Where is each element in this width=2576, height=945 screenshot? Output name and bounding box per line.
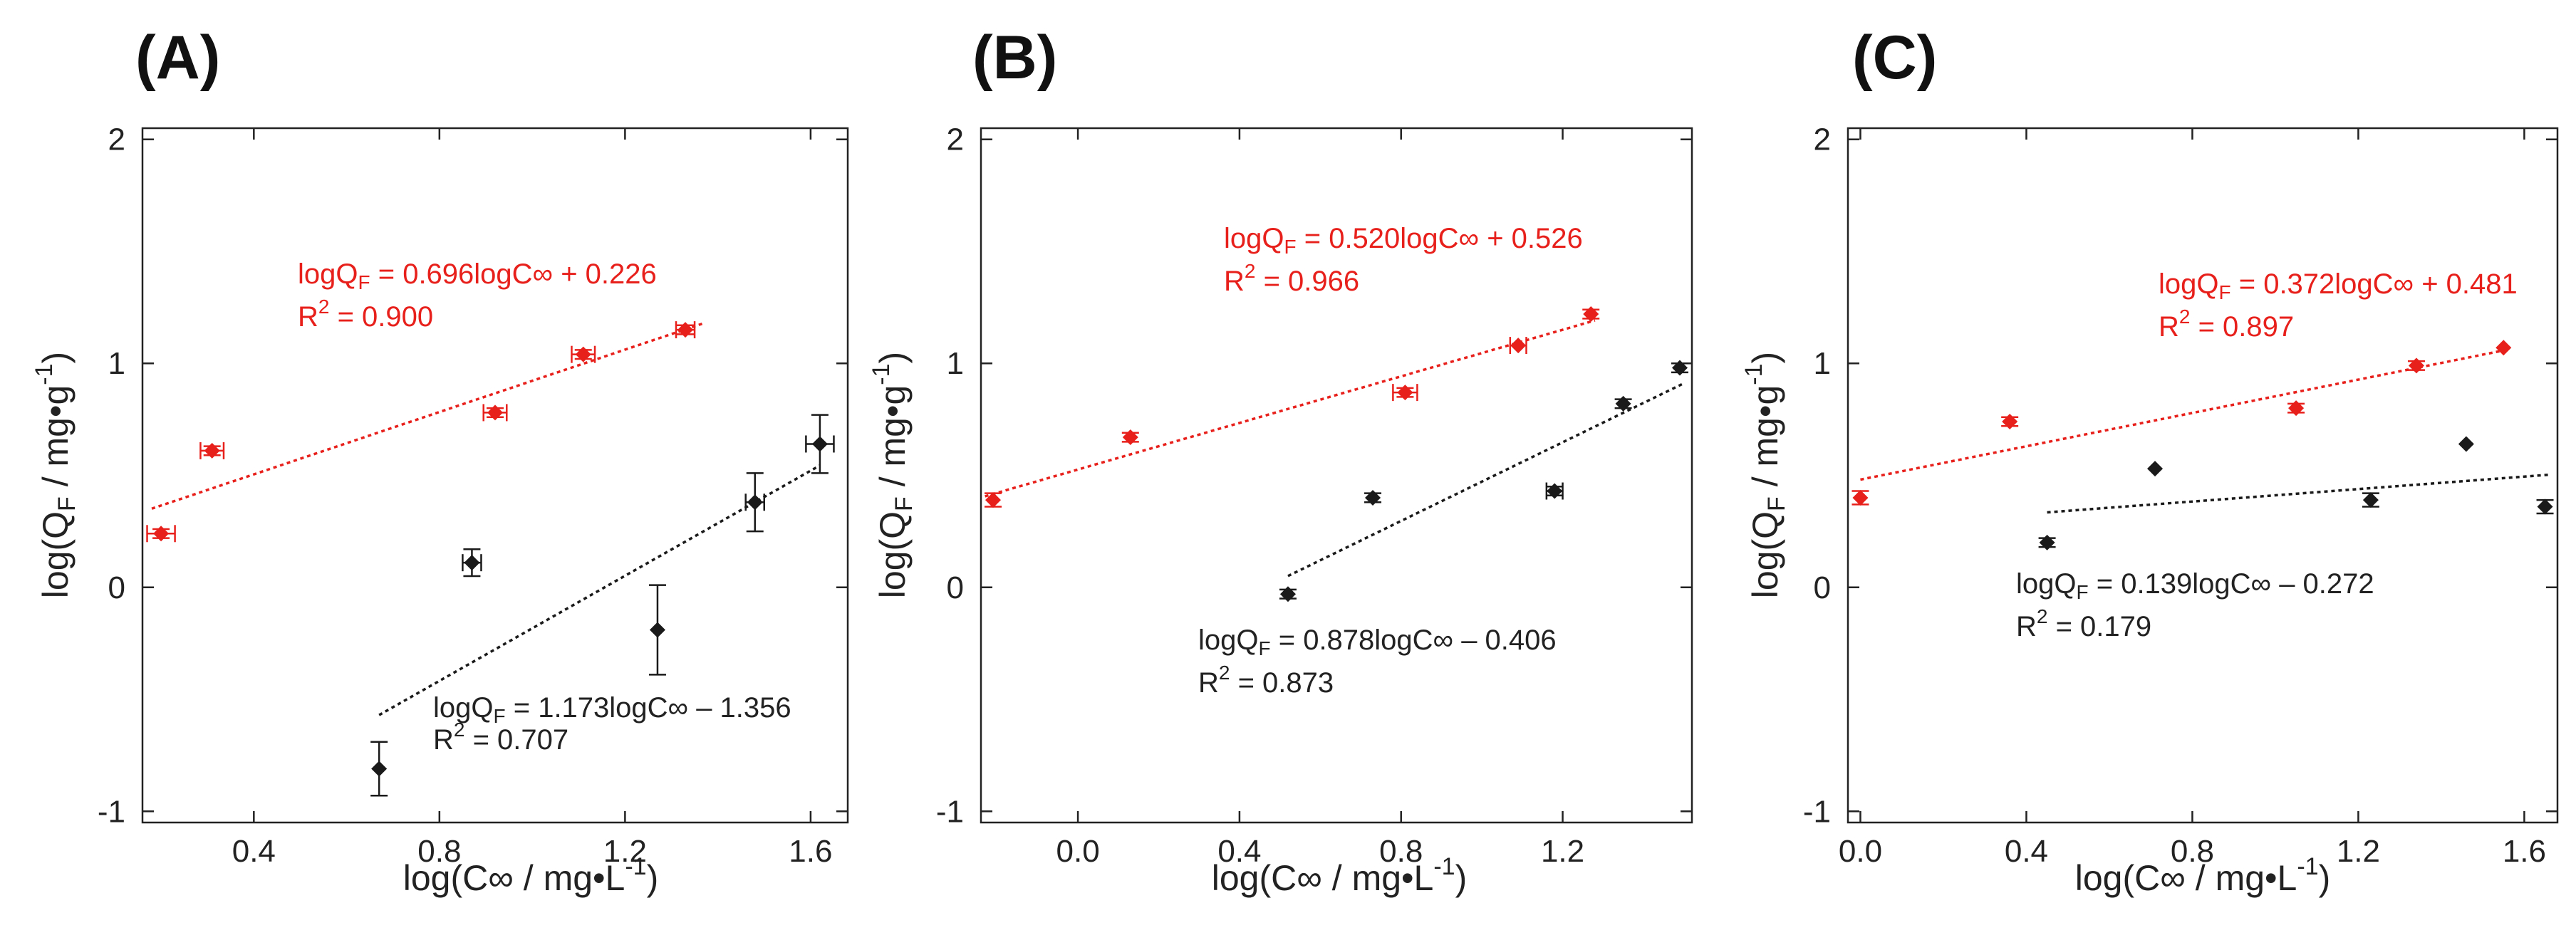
- data-point-red: [2001, 414, 2019, 430]
- data-point-red: [1852, 489, 1869, 506]
- fit-line-red: [985, 319, 1596, 498]
- x-tick-label: 0.4: [2005, 834, 2048, 869]
- equation-black: logQF = 0.139logC∞ – 0.272: [2016, 568, 2374, 603]
- data-point-red: [1582, 306, 1600, 323]
- data-point-black: [648, 584, 666, 676]
- r2-red: R2 = 0.900: [298, 296, 433, 333]
- fit-line-red: [1860, 348, 2508, 481]
- data-point-red: [2287, 400, 2305, 417]
- y-tick-label: 0: [947, 570, 964, 605]
- y-tick-label: 1: [108, 346, 125, 381]
- data-point-black: [1545, 482, 1564, 500]
- x-tick-label: 1.2: [2337, 834, 2380, 869]
- r2-black: R2 = 0.179: [2016, 605, 2151, 642]
- data-point-red: [2496, 340, 2512, 356]
- panel-label: (C): [1852, 24, 1937, 92]
- panel-0: (A) -1 0 1 2 0.4 0.8 1.2 1.6 log(C∞ / mg•L-1) log(…: [31, 24, 849, 898]
- y-tick-label: 1: [947, 346, 964, 381]
- y-tick-label: 0: [1814, 570, 1831, 605]
- data-point-red: [1509, 337, 1527, 355]
- r2-red: R2 = 0.897: [2159, 306, 2294, 343]
- data-point-black: [462, 548, 482, 578]
- x-axis-title: log(C∞ / mg•L-1): [403, 853, 658, 898]
- data-point-red: [2407, 357, 2425, 374]
- y-axis-title: log(QF / mg•g-1): [31, 352, 80, 598]
- data-point-black: [1279, 586, 1297, 602]
- x-tick-label: 1.6: [2503, 834, 2546, 869]
- equation-black: logQF = 1.173logC∞ – 1.356: [433, 692, 791, 727]
- panel-1: (B) -1 0 1 2 0.0 0.4 0.8 1.2 log(C∞ / mg•L-1) log(…: [868, 24, 1693, 898]
- y-tick-label: 2: [1814, 122, 1831, 157]
- data-point-red: [1121, 429, 1139, 446]
- fit-line-black: [2047, 473, 2550, 514]
- x-tick-label: 0.4: [1217, 834, 1261, 869]
- x-tick-label: 0.8: [2171, 834, 2214, 869]
- y-tick-label: 2: [947, 122, 964, 157]
- data-point-red: [675, 321, 696, 339]
- y-axis-title: log(QF / mg•g-1): [868, 352, 918, 598]
- y-axis-title: log(QF / mg•g-1): [1740, 352, 1790, 598]
- data-point-red: [199, 442, 225, 459]
- plot-frame: [141, 127, 849, 824]
- data-point-red: [571, 345, 596, 363]
- x-tick-label: 0.8: [1379, 834, 1423, 869]
- x-tick-label: 1.6: [789, 834, 832, 869]
- r2-black: R2 = 0.873: [1198, 662, 1334, 699]
- plot-frame: [1847, 127, 2559, 824]
- data-point-black: [2147, 461, 2164, 477]
- fit-line-black: [1287, 382, 1685, 578]
- equation-red: logQF = 0.372logC∞ + 0.481: [2159, 268, 2518, 303]
- r2-red: R2 = 0.966: [1224, 260, 1359, 297]
- y-tick-label: -1: [98, 794, 125, 829]
- y-tick-label: 2: [108, 122, 125, 157]
- x-tick-label: 0.4: [232, 834, 276, 869]
- data-point-black: [1671, 360, 1688, 376]
- x-axis-title: log(C∞ / mg•L-1): [1212, 853, 1467, 898]
- data-point-black: [805, 414, 835, 474]
- data-point-red: [985, 492, 1002, 508]
- panel-label: (A): [135, 24, 220, 92]
- x-tick-label: 1.2: [603, 834, 647, 869]
- x-tick-label: 0.8: [417, 834, 461, 869]
- y-tick-label: -1: [936, 794, 964, 829]
- x-tick-label: 1.2: [1541, 834, 1584, 869]
- equation-red: logQF = 0.696logC∞ + 0.226: [298, 259, 657, 293]
- data-point-black: [370, 741, 388, 797]
- data-point-black: [2038, 534, 2056, 550]
- data-point-black: [2362, 492, 2379, 508]
- r2-black: R2 = 0.707: [433, 719, 568, 756]
- y-tick-label: 0: [108, 570, 125, 605]
- panel-2: (C) -1 0 1 2 0.0 0.4 0.8 1.2 1.6 log(C∞ / mg•L-1) l…: [1740, 24, 2559, 898]
- data-point-black: [2458, 436, 2474, 452]
- equation-black: logQF = 0.878logC∞ – 0.406: [1198, 625, 1557, 659]
- x-axis-title: log(C∞ / mg•L-1): [2075, 853, 2330, 898]
- panel-label: (B): [972, 24, 1057, 92]
- data-point-black: [1614, 395, 1632, 412]
- y-tick-label: -1: [1803, 794, 1831, 829]
- x-tick-label: 0.0: [1056, 834, 1100, 869]
- x-tick-label: 0.0: [1839, 834, 1882, 869]
- data-point-black: [744, 472, 766, 533]
- y-tick-label: 1: [1814, 346, 1831, 381]
- data-point-black: [2536, 498, 2554, 515]
- equation-red: logQF = 0.520logC∞ + 0.526: [1224, 223, 1583, 258]
- plot-frame: [980, 127, 1693, 824]
- data-point-red: [482, 404, 508, 422]
- data-point-black: [1364, 489, 1382, 506]
- data-point-red: [1392, 384, 1418, 402]
- data-point-red: [146, 525, 176, 543]
- fit-line-red: [151, 322, 705, 510]
